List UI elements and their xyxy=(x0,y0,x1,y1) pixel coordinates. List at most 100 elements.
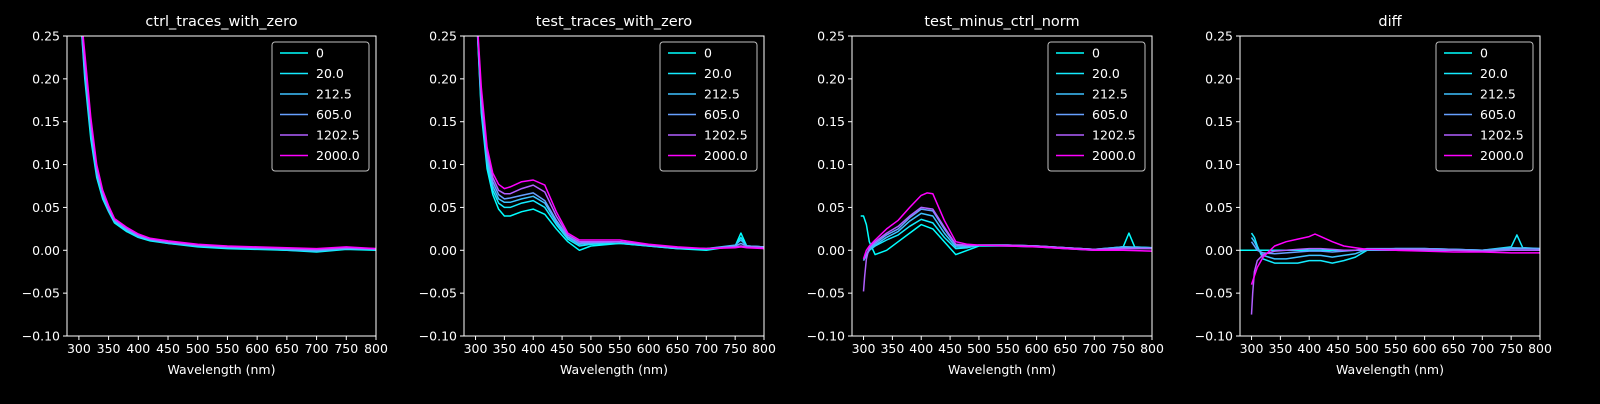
x-tick-label: 350 xyxy=(97,341,121,356)
x-tick-label: 300 xyxy=(1240,341,1264,356)
y-tick-label: 0.00 xyxy=(32,243,60,258)
y-tick-label: −0.10 xyxy=(419,329,457,344)
plot-frame xyxy=(66,35,377,337)
x-tick-label: 350 xyxy=(880,341,904,356)
y-tick-label: 0.15 xyxy=(1205,114,1233,129)
legend-label: 2000.0 xyxy=(1480,148,1524,163)
legend-label: 1202.5 xyxy=(316,128,360,143)
chart-title: test_minus_ctrl_norm xyxy=(924,14,1079,30)
x-tick-label: 500 xyxy=(186,341,210,356)
series-line-2000.0 xyxy=(1250,233,1540,285)
legend-label: 605.0 xyxy=(1480,107,1516,122)
chart-panel-1: ctrl_traces_with_zero −0.10 −0.05 0.00 0.05 0… xyxy=(22,14,388,377)
y-tick-label: 0.15 xyxy=(429,114,457,129)
x-axis-label: Wavelength (nm) xyxy=(560,362,668,377)
x-tick-label: 550 xyxy=(608,341,632,356)
y-tick-label: 0.00 xyxy=(429,243,457,258)
x-tick-label: 550 xyxy=(996,341,1020,356)
legend: 0 20.0 212.5 605.0 1202.5 2000.0 xyxy=(271,41,370,172)
y-tick-label: −0.05 xyxy=(419,286,457,301)
series-line-605.0 xyxy=(1250,241,1540,255)
series-group xyxy=(860,192,1152,292)
legend: 0 20.0 212.5 605.0 1202.5 2000.0 xyxy=(1047,41,1146,172)
y-tick-label: 0.05 xyxy=(32,200,60,215)
y-tick-label: 0.10 xyxy=(429,157,457,172)
x-tick-label: 650 xyxy=(275,341,299,356)
y-tick-label: −0.05 xyxy=(1195,286,1233,301)
legend-label: 0 xyxy=(1480,46,1488,61)
y-tick-label: 0.05 xyxy=(817,200,845,215)
legend-label: 2000.0 xyxy=(1092,148,1136,163)
x-tick-label: 600 xyxy=(1025,341,1049,356)
x-tick-label: 600 xyxy=(245,341,269,356)
y-tick-label: 0.25 xyxy=(817,29,845,44)
y-tick-label: 0.15 xyxy=(32,114,60,129)
x-tick-label: 600 xyxy=(637,341,661,356)
legend-label: 605.0 xyxy=(316,107,352,122)
legend-label: 212.5 xyxy=(1092,87,1128,102)
y-tick-label: −0.10 xyxy=(1195,329,1233,344)
x-tick-label: 350 xyxy=(1268,341,1292,356)
legend-label: 0 xyxy=(316,46,324,61)
series-line-2000.0 xyxy=(477,36,764,250)
legend-label: 0 xyxy=(1092,46,1100,61)
y-tick-label: 0.25 xyxy=(429,29,457,44)
legend-label: 20.0 xyxy=(316,66,344,81)
y-tick-label: 0.25 xyxy=(1205,29,1233,44)
x-tick-label: 450 xyxy=(938,341,962,356)
chart-title: ctrl_traces_with_zero xyxy=(145,14,297,30)
x-tick-label: 800 xyxy=(752,341,776,356)
x-tick-label: 450 xyxy=(550,341,574,356)
x-tick-label: 400 xyxy=(126,341,150,356)
x-tick-label: 500 xyxy=(1355,341,1379,356)
y-tick-label: −0.05 xyxy=(22,286,60,301)
x-axis-label: Wavelength (nm) xyxy=(1336,362,1444,377)
legend-label: 1202.5 xyxy=(1480,128,1524,143)
legend-label: 2000.0 xyxy=(316,148,360,163)
plot-frame xyxy=(463,35,765,337)
y-tick-label: 0.05 xyxy=(429,200,457,215)
x-tick-label: 750 xyxy=(1499,341,1523,356)
legend-label: 605.0 xyxy=(704,107,740,122)
x-axis-label: Wavelength (nm) xyxy=(168,362,276,377)
legend-label: 20.0 xyxy=(1092,66,1120,81)
y-tick-label: 0.00 xyxy=(817,243,845,258)
legend: 0 20.0 212.5 605.0 1202.5 2000.0 xyxy=(1435,41,1534,172)
x-tick-label: 450 xyxy=(156,341,180,356)
chart-title: test_traces_with_zero xyxy=(536,14,693,30)
x-tick-label: 500 xyxy=(967,341,991,356)
x-tick-label: 650 xyxy=(666,341,690,356)
legend-label: 20.0 xyxy=(704,66,732,81)
x-tick-label: 750 xyxy=(1111,341,1135,356)
x-tick-label: 750 xyxy=(334,341,358,356)
x-tick-label: 700 xyxy=(1082,341,1106,356)
y-tick-label: −0.10 xyxy=(807,329,845,344)
x-tick-label: 300 xyxy=(67,341,91,356)
x-tick-label: 700 xyxy=(305,341,329,356)
series-group xyxy=(1240,232,1540,315)
plot-frame xyxy=(1239,35,1541,337)
x-tick-label: 550 xyxy=(216,341,240,356)
chart-panel-2: test_traces_with_zero −0.10 −0.05 0.00 0.05 0… xyxy=(419,14,776,377)
x-tick-label: 800 xyxy=(364,341,388,356)
legend-label: 1202.5 xyxy=(704,128,748,143)
y-tick-label: 0.20 xyxy=(32,71,60,86)
legend-label: 605.0 xyxy=(1092,107,1128,122)
x-tick-label: 400 xyxy=(521,341,545,356)
legend-label: 20.0 xyxy=(1480,66,1508,81)
legend: 0 20.0 212.5 605.0 1202.5 2000.0 xyxy=(659,41,758,172)
series-line-2000.0 xyxy=(862,192,1152,260)
plot-frame xyxy=(851,35,1153,337)
x-tick-label: 600 xyxy=(1413,341,1437,356)
series-line-2000.0 xyxy=(82,36,376,250)
y-tick-label: 0.10 xyxy=(817,157,845,172)
x-tick-label: 650 xyxy=(1054,341,1078,356)
y-tick-label: 0.20 xyxy=(1205,71,1233,86)
y-tick-label: 0.25 xyxy=(32,29,60,44)
x-tick-label: 500 xyxy=(579,341,603,356)
legend-label: 1202.5 xyxy=(1092,128,1136,143)
x-tick-label: 800 xyxy=(1528,341,1552,356)
x-tick-label: 300 xyxy=(852,341,876,356)
